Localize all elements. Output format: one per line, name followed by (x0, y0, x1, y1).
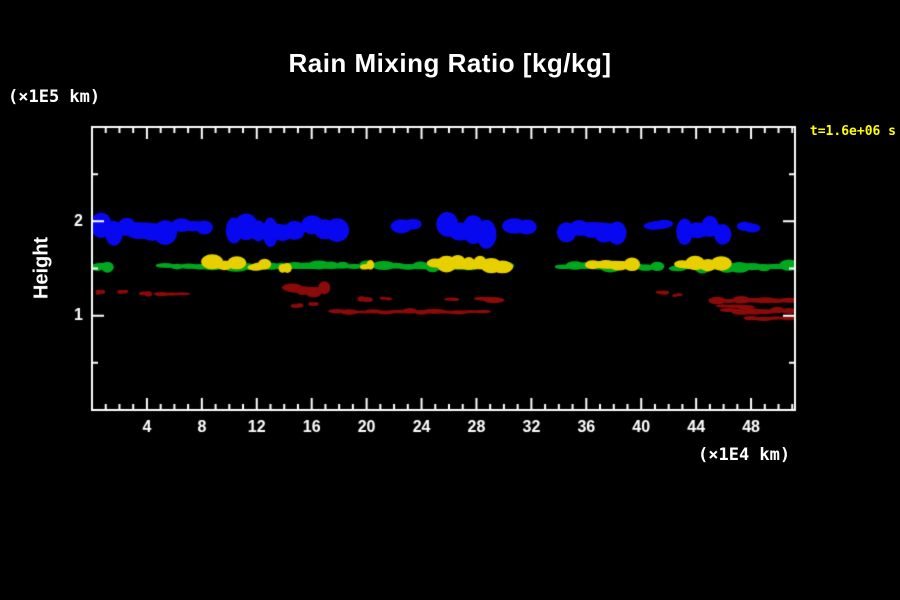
time-annotation: t=1.6e+06 s (809, 124, 896, 139)
x-axis-unit-label: (×1E4 km) (698, 445, 791, 465)
y-axis-unit-label: (×1E5 km) (8, 87, 101, 107)
y-axis-label: Height (30, 236, 53, 300)
chart-title: Rain Mixing Ratio [kg/kg] (288, 48, 612, 78)
